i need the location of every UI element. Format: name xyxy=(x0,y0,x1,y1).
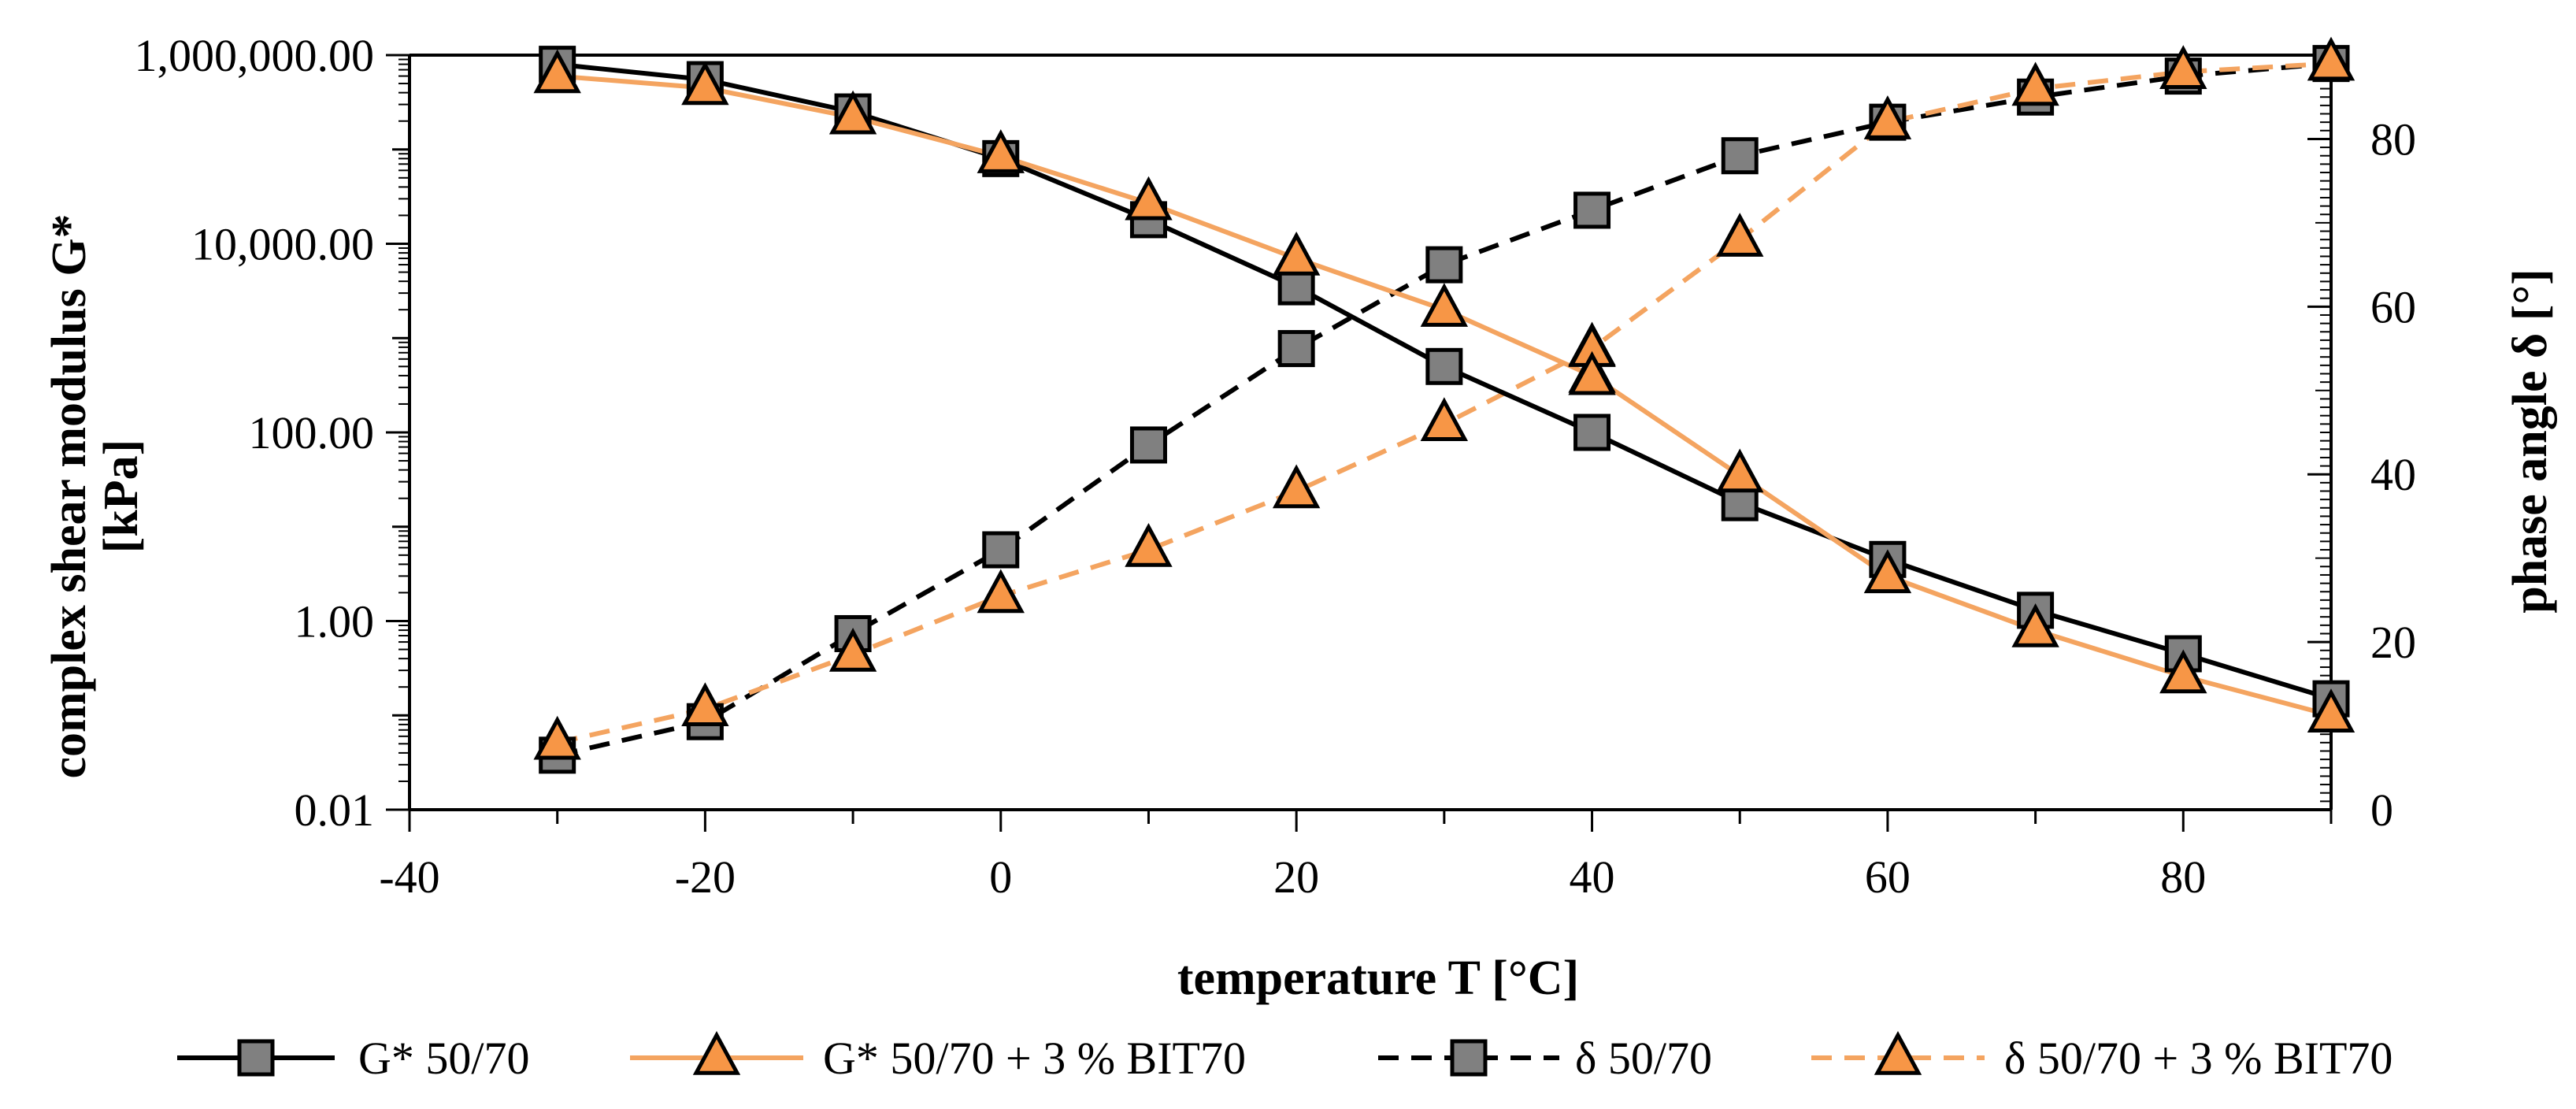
y-right-axis-title-text: phase angle δ [°] xyxy=(2504,269,2557,614)
data-point-series-1 xyxy=(533,49,581,94)
legend-label: δ 50/70 xyxy=(1575,1033,1712,1084)
x-tick-label: -40 xyxy=(379,851,439,903)
data-point-series-1 xyxy=(1863,549,1912,594)
y-left-tick-label: 100.00 xyxy=(249,407,375,458)
y-right-axis-title: phase angle δ [°] xyxy=(2504,269,2557,614)
data-point-series-3 xyxy=(1568,351,1616,395)
data-point-series-1 xyxy=(828,90,877,135)
y-right-tick-label: 60 xyxy=(2370,281,2416,332)
legend-item: δ 50/70 xyxy=(1378,1033,1712,1084)
data-point-series-2 xyxy=(1425,246,1463,284)
data-point-series-3 xyxy=(977,569,1025,614)
legend-label: δ 50/70 + 3 % BIT70 xyxy=(2004,1033,2393,1084)
axes-layer xyxy=(386,54,2333,832)
y-left-axis-title-line2: [kPa] xyxy=(95,440,148,554)
y-left-tick-label: 10,000.00 xyxy=(191,219,374,270)
data-point-series-2 xyxy=(1573,191,1611,229)
data-point-series-0 xyxy=(1573,414,1611,451)
legend-label: G* 50/70 xyxy=(358,1033,530,1084)
x-tick-label: 20 xyxy=(1273,851,1319,903)
data-point-series-2 xyxy=(1277,330,1315,368)
x-tick-label: 60 xyxy=(1865,851,1911,903)
data-point-series-1 xyxy=(2011,603,2059,647)
data-point-series-3 xyxy=(1716,213,1764,257)
y-right-tick-label: 40 xyxy=(2370,449,2416,500)
data-point-series-1 xyxy=(1716,448,1764,493)
data-point-series-3 xyxy=(1272,464,1321,509)
x-axis-title: temperature T [°C] xyxy=(1177,951,1579,1005)
data-point-series-3 xyxy=(2011,61,2059,106)
legend: G* 50/70 G* 50/70 + 3 % BIT70 δ 50/70 δ 50/… xyxy=(177,1030,2393,1084)
x-tick-label: 40 xyxy=(1570,851,1615,903)
data-point-series-3 xyxy=(828,628,877,672)
data-point-series-0 xyxy=(1425,347,1463,385)
data-point-series-1 xyxy=(1272,232,1321,276)
data-point-series-1 xyxy=(681,61,729,106)
data-point-series-1 xyxy=(1125,176,1173,221)
data-point-series-3 xyxy=(681,682,729,726)
y-right-tick-label: 80 xyxy=(2370,113,2416,165)
data-point-series-2 xyxy=(1129,426,1167,464)
data-point-series-3 xyxy=(1420,397,1469,442)
legend-item: G* 50/70 + 3 % BIT70 xyxy=(630,1030,1246,1084)
data-point-series-3 xyxy=(2159,45,2207,89)
legend-item: G* 50/70 xyxy=(177,1033,530,1084)
legend-marker xyxy=(692,1030,741,1075)
data-point-series-2 xyxy=(1721,137,1759,175)
minor-ticks-layer xyxy=(398,54,2331,811)
data-point-series-3 xyxy=(1863,95,1912,139)
data-point-series-1 xyxy=(2307,688,2355,733)
data-point-series-1 xyxy=(977,129,1025,173)
x-tick-label: 80 xyxy=(2160,851,2206,903)
x-tick-label: -20 xyxy=(675,851,736,903)
data-point-series-3 xyxy=(2307,36,2355,81)
data-point-series-3 xyxy=(1125,522,1173,567)
y-right-tick-label: 0 xyxy=(2370,784,2393,836)
data-point-series-1 xyxy=(1420,283,1469,327)
y-left-axis-title: complex shear modulus G* [kPa] xyxy=(43,213,148,778)
data-point-series-3 xyxy=(533,715,581,760)
series-layer xyxy=(533,36,2355,774)
legend-label: G* 50/70 + 3 % BIT70 xyxy=(823,1033,1246,1084)
y-left-axis-title-line1: complex shear modulus G* xyxy=(43,213,96,778)
tick-labels-layer: -40 -20 0 20 40 60 80 0.01 1.00 100.00 10,000.00 1,… xyxy=(135,30,2417,903)
legend-marker xyxy=(237,1039,275,1077)
data-point-series-2 xyxy=(982,531,1020,569)
y-left-tick-label: 0.01 xyxy=(295,784,375,836)
y-left-tick-label: 1.00 xyxy=(295,596,375,647)
legend-marker xyxy=(1874,1030,1922,1075)
y-left-tick-label: 1,000,000.00 xyxy=(135,30,375,81)
data-point-series-1 xyxy=(2159,649,2207,694)
legend-marker xyxy=(1450,1039,1488,1077)
y-right-tick-label: 20 xyxy=(2370,617,2416,668)
legend-item: δ 50/70 + 3 % BIT70 xyxy=(1811,1030,2393,1084)
x-tick-label: 0 xyxy=(989,851,1012,903)
